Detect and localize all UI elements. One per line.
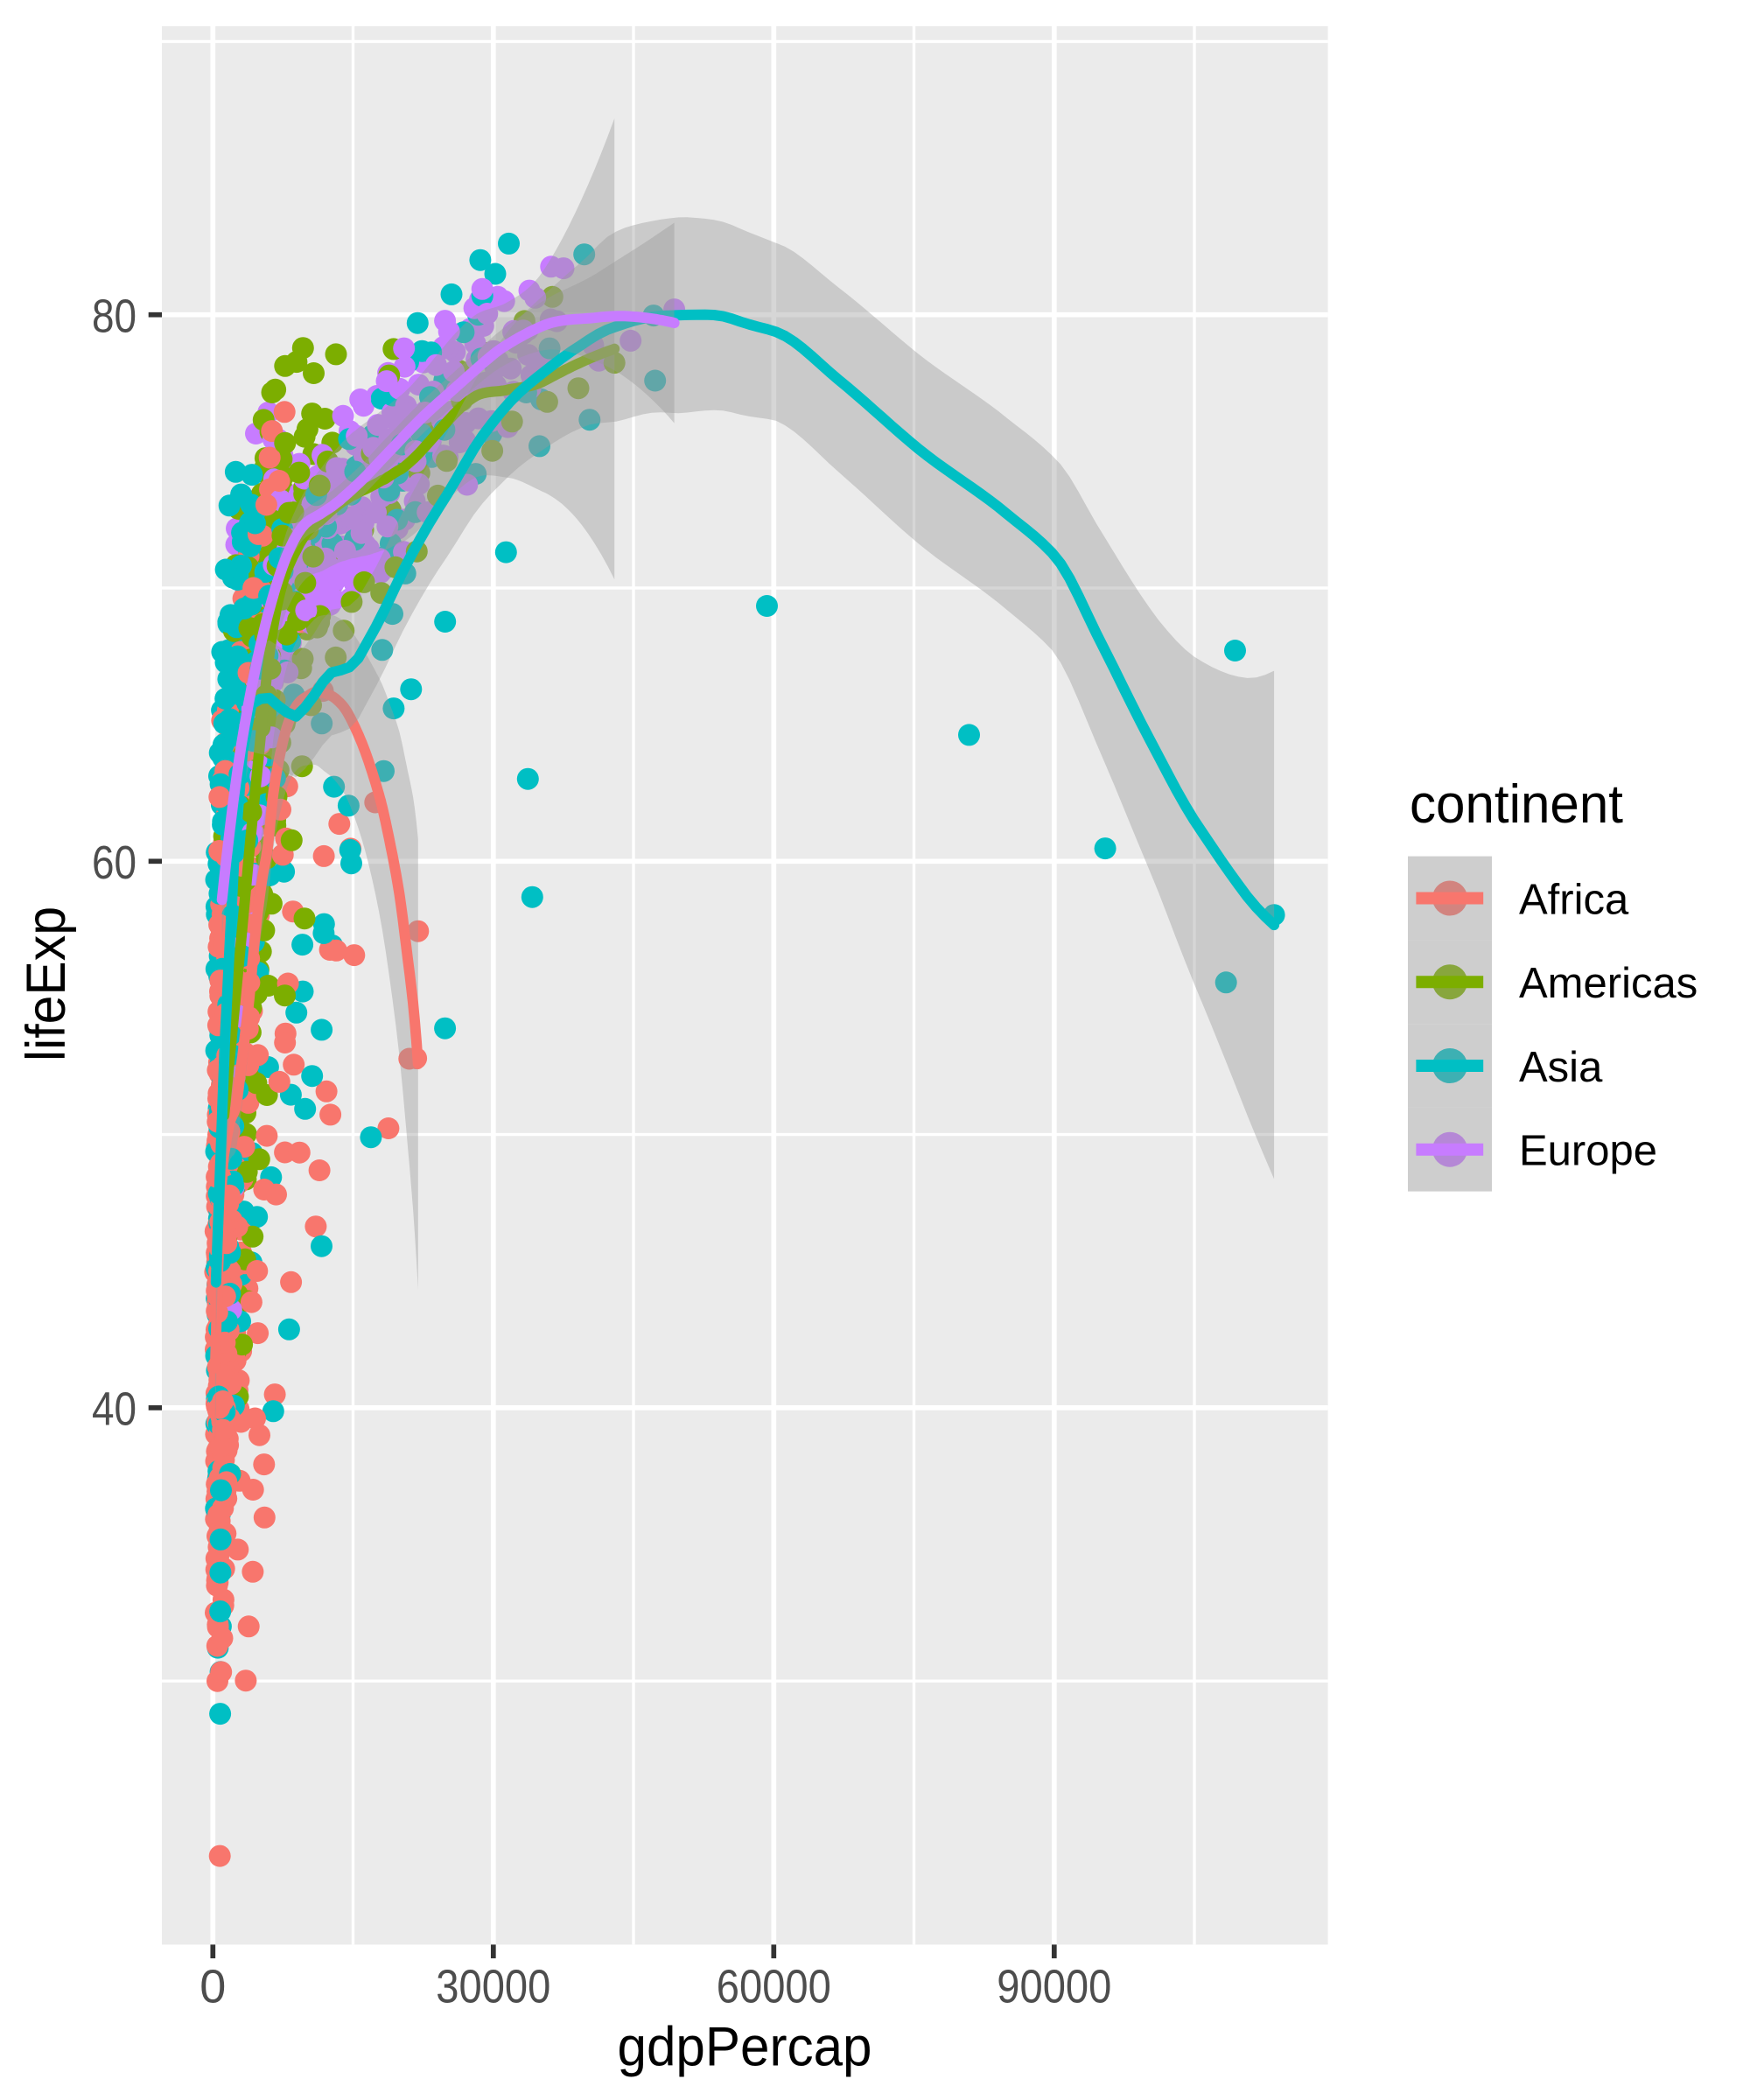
svg-text:Asia: Asia: [1519, 1044, 1603, 1091]
svg-text:30000: 30000: [436, 1961, 550, 2013]
svg-text:gdpPercap: gdpPercap: [618, 2017, 872, 2078]
svg-text:lifeExp: lifeExp: [16, 906, 77, 1061]
svg-text:continent: continent: [1410, 774, 1623, 835]
svg-text:60000: 60000: [717, 1961, 831, 2013]
svg-text:60: 60: [92, 836, 136, 889]
svg-text:80: 80: [92, 290, 136, 343]
svg-text:Africa: Africa: [1519, 877, 1629, 924]
svg-text:Europe: Europe: [1519, 1128, 1657, 1175]
svg-text:Americas: Americas: [1519, 960, 1698, 1007]
svg-text:0: 0: [200, 1961, 226, 2013]
svg-text:40: 40: [92, 1383, 136, 1436]
svg-text:90000: 90000: [997, 1961, 1111, 2013]
